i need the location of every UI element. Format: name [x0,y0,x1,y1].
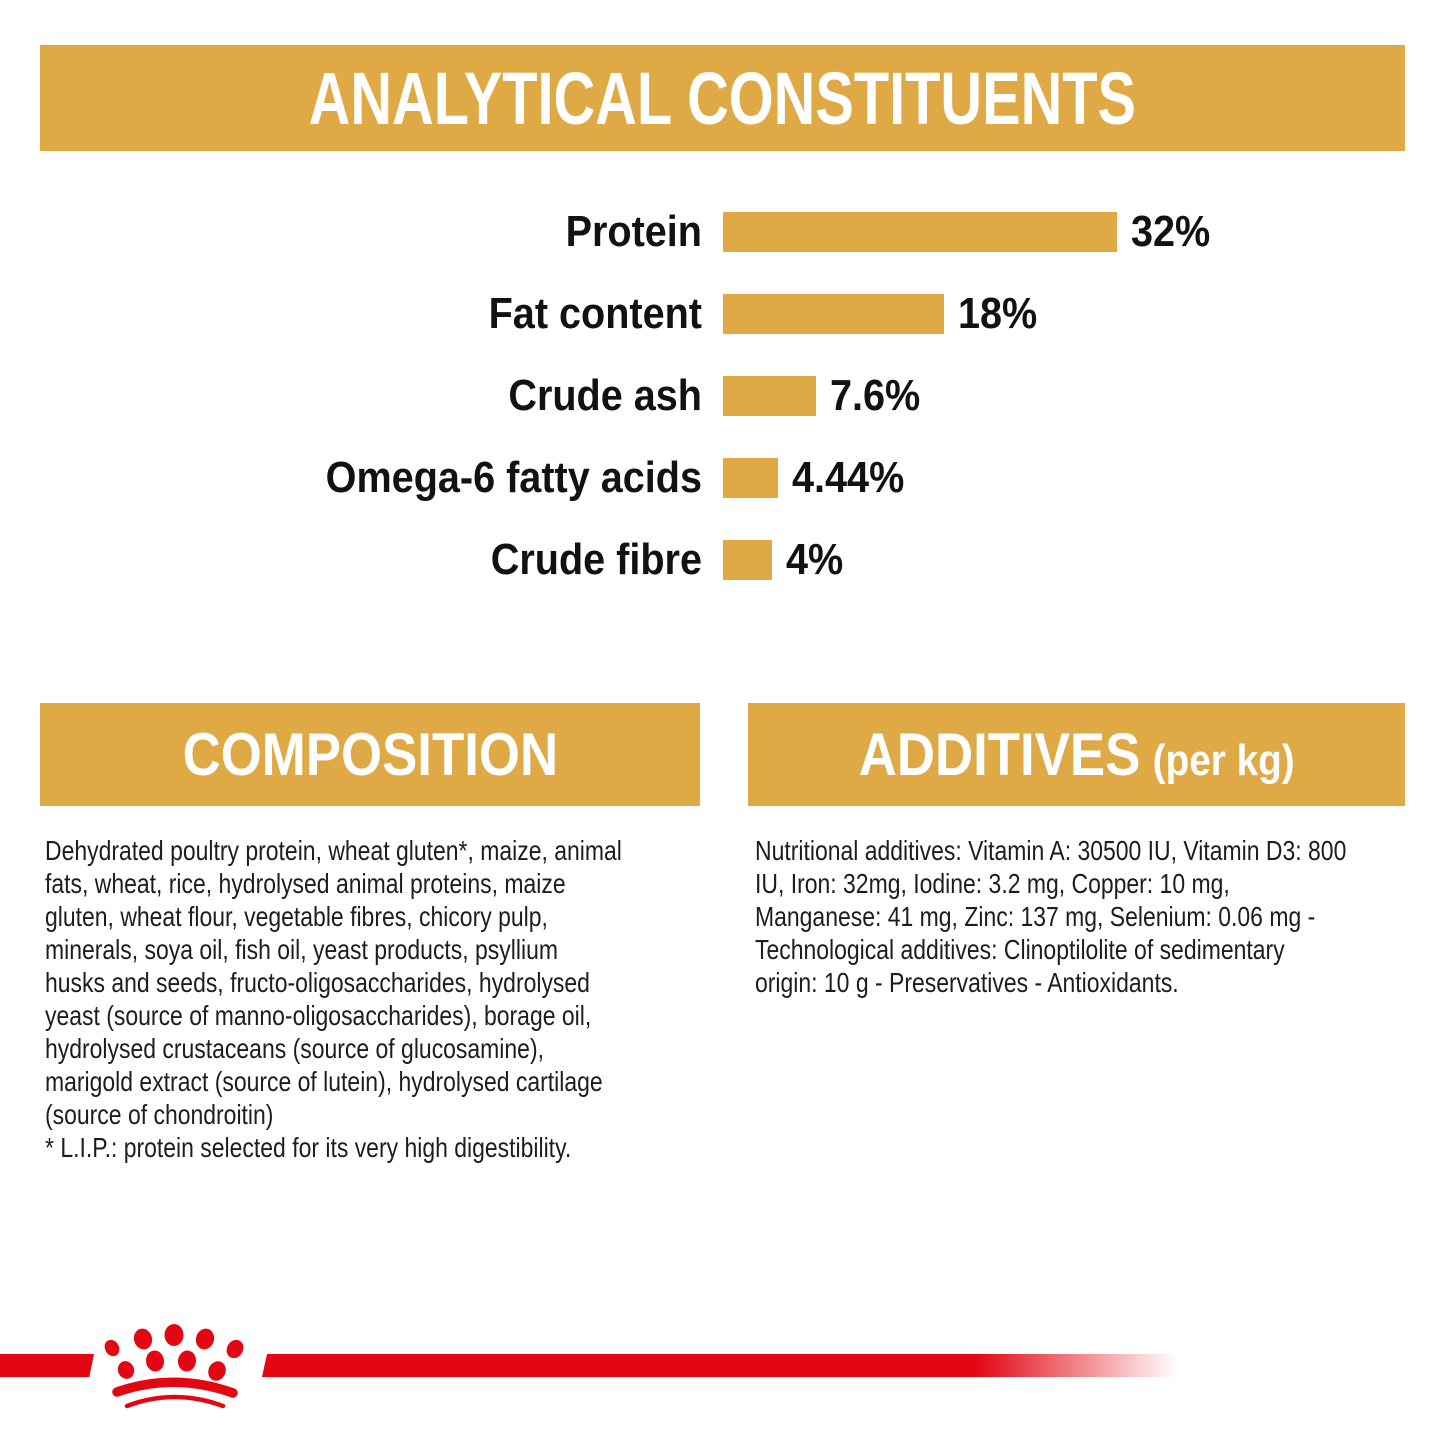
bar-label: Crude ash [508,371,702,420]
bar-label: Protein [565,207,702,256]
composition-title: COMPOSITION [182,721,558,788]
bar [723,540,772,580]
bar-value: 32% [1131,207,1211,256]
bar-label: Fat content [488,289,702,338]
composition-banner: COMPOSITION [40,703,700,806]
bar-label: Omega-6 fatty acids [325,453,702,502]
bar-row: Crude fibre 4% [40,519,1405,601]
bar-value: 7.6% [830,371,921,420]
additives-title-group: ADDITIVES (per kg) [859,720,1295,789]
bar-value: 4.44% [792,453,905,502]
bar-row: Crude ash 7.6% [40,355,1405,437]
bar-row: Omega-6 fatty acids 4.44% [40,437,1405,519]
bar [723,294,944,334]
additives-title: ADDITIVES [858,721,1141,788]
additives-title-suffix: (per kg) [1152,736,1295,785]
bar [723,458,778,498]
analytical-constituents-chart: Protein 32% Fat content 18% Crude ash 7.6% Ome… [40,191,1405,601]
header-banner: ANALYTICAL CONSTITUENTS [40,45,1405,151]
royal-canin-crown-icon [104,1324,244,1409]
page-title: ANALYTICAL CONSTITUENTS [308,56,1137,140]
bar-label: Crude fibre [490,535,702,584]
composition-body: Dehydrated poultry protein, wheat gluten… [45,835,622,1163]
bar-row: Fat content 18% [40,273,1405,355]
additives-body: Nutritional additives: Vitamin A: 30500 … [755,835,1347,998]
bar [723,212,1117,252]
bar-value: 4% [786,535,844,584]
bar-value: 18% [958,289,1038,338]
bar [723,376,816,416]
footer-stripe-left [0,1354,94,1377]
footer-stripe-main [262,1354,1177,1377]
additives-banner: ADDITIVES (per kg) [748,703,1405,806]
bar-row: Protein 32% [40,191,1405,273]
